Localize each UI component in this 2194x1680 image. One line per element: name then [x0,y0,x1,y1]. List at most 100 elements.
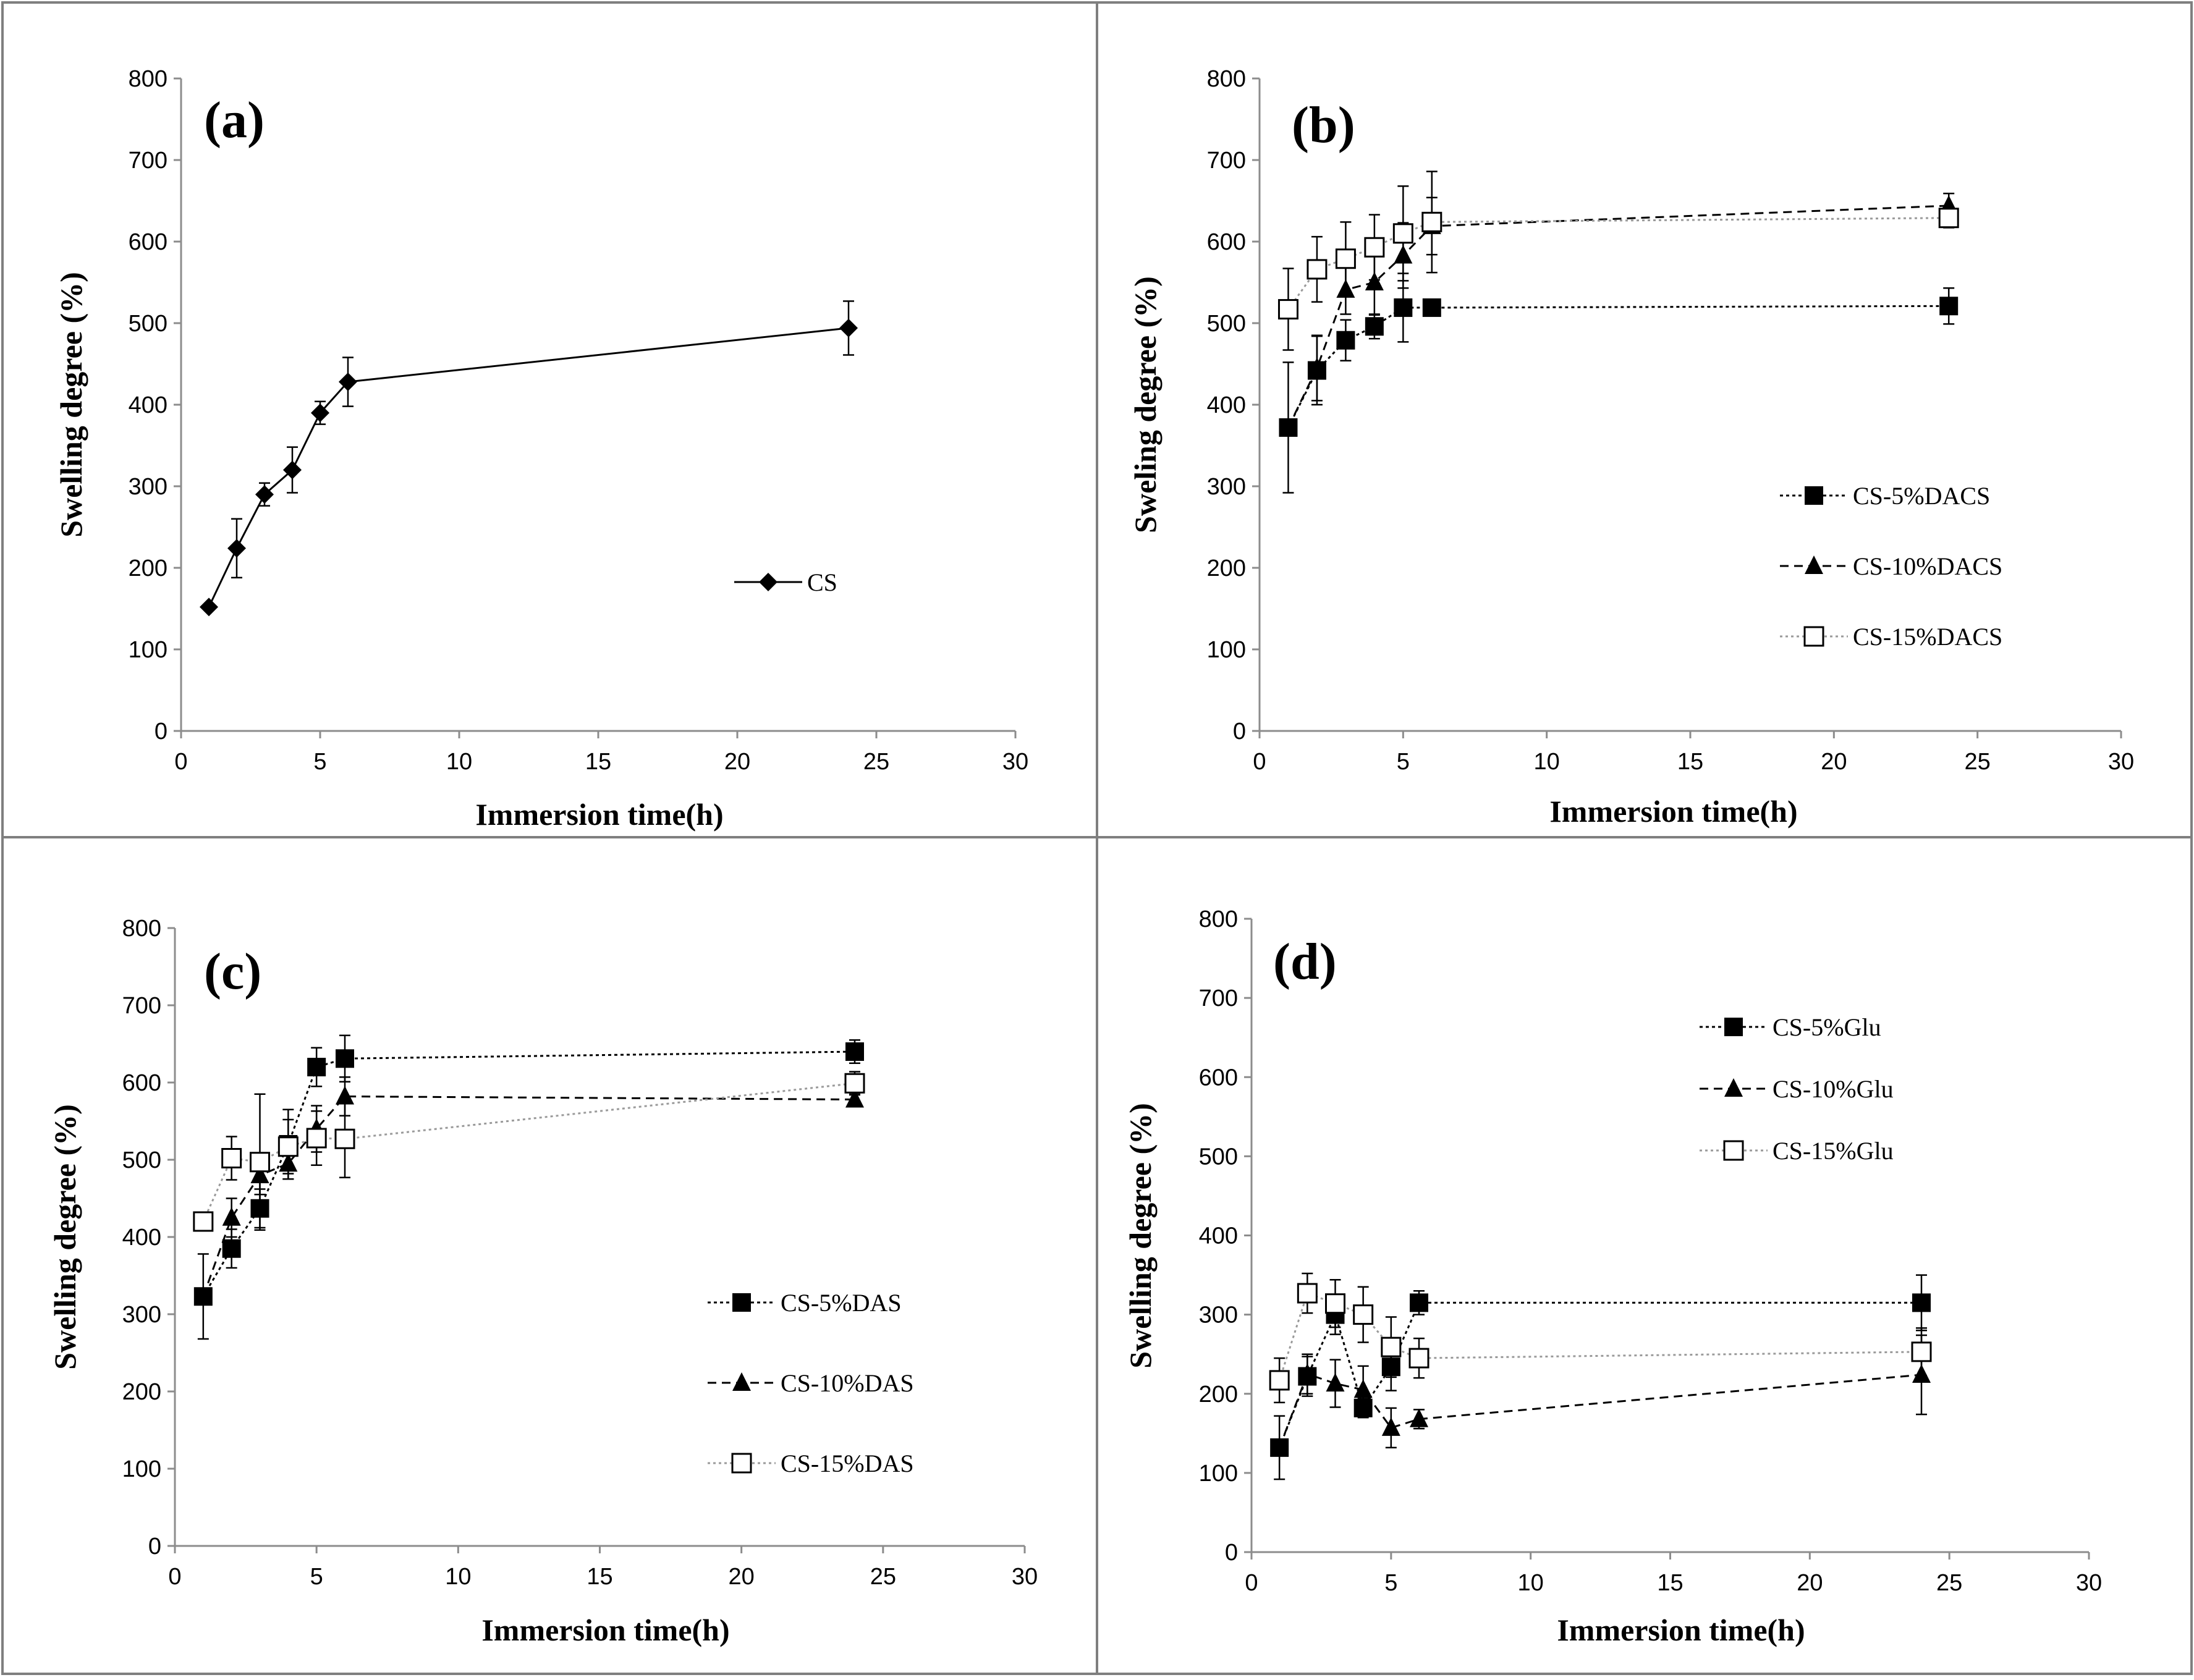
panel-a-legend: CS [734,568,837,596]
panel-c-series-2-point [221,1148,242,1168]
panel-b-y-tick-label: 0 [1233,719,1246,745]
panel-b-x-tick-label: 15 [1677,749,1703,775]
panel-a-plot-area: 0 100 200 300 400 500 600 700 800 0 5 10 15 20 25 30 [129,66,1029,775]
panel-b-series-0-point [1394,298,1413,317]
panel-b-legend-marker-1 [1805,555,1823,574]
panel-a-legend-marker-0 [759,573,777,591]
panel-c-series-2-point [193,1211,214,1232]
panel-c-legend-label-2: CS-15%DAS [781,1450,914,1477]
panel-c-y-tick-label: 800 [122,916,161,942]
panel-b-y-tick-label: 700 [1207,148,1246,174]
panel-b-y-tick-label: 100 [1207,637,1246,663]
panel-c-legend-marker-0 [732,1293,751,1312]
panel-c-legend-label-0: CS-5%DAS [781,1289,902,1317]
panel-d-y-tick-label: 400 [1199,1223,1238,1249]
panel-b-series-0-point [1336,331,1355,350]
panel-d-series-2-point [1381,1336,1402,1357]
panel-a-y-tick-label: 700 [129,148,167,174]
panel-a-y-tick-label: 600 [129,229,167,255]
panel-d-y-tick-label: 800 [1199,906,1238,932]
panel-a-x-tick-label: 0 [174,749,187,775]
panel-b-series-2-point [1277,299,1298,320]
panel-c-label: (c) [204,943,261,1000]
panel-d-series-2-point [1269,1370,1290,1391]
panel-b-series-2-point [1392,223,1413,244]
panel-d-legend-marker-1 [1724,1078,1743,1097]
panel-a-x-tick-label: 10 [446,749,472,775]
panel-a-x-tick-label: 25 [863,749,889,775]
panel-a-x-tick-label: 5 [313,749,326,775]
panel-c-y-tick-label: 200 [122,1379,161,1405]
panel-c-y-tick-label: 0 [148,1534,161,1560]
panel-a-series-0 [200,300,858,617]
panel-b-y-tick-label: 200 [1207,555,1246,581]
panel-c-y-tick-label: 500 [122,1147,161,1173]
panel-d-label: (d) [1273,933,1337,990]
panel-a-y-tick-label: 0 [155,719,167,745]
panel-d-x-tick-label: 20 [1797,1570,1823,1596]
panel-c-y-tick-label: 100 [122,1456,161,1482]
panel-d-y-tick-label: 200 [1199,1382,1238,1408]
panel-a-series-0-point [227,539,246,558]
panel-a-y-tick-label: 100 [129,637,167,663]
panel-d-series-1-point [1298,1363,1317,1382]
panel-c-y-tick-label: 400 [122,1225,161,1251]
panel-b-x-tick-label: 5 [1397,749,1410,775]
panel-d-series-1-point [1410,1408,1428,1427]
panel-a-series-0-point [283,460,302,479]
panel-b-x-tick-label: 0 [1253,749,1266,775]
panel-d-x-tick-label: 5 [1384,1570,1397,1596]
panel-b-x-tick-label: 30 [2108,749,2134,775]
panel-c-x-tick-label: 15 [587,1564,612,1590]
panel-b-x-tick-label: 20 [1821,749,1847,775]
panel-d-legend-label-2: CS-15%Glu [1773,1137,1894,1165]
panel-d-series-2-point [1325,1293,1345,1314]
panel-b-series-2-point [1335,248,1356,269]
panel-b-legend-label-2: CS-15%DACS [1853,623,2002,651]
panel-c-x-tick-label: 0 [168,1564,181,1590]
panel-c-x-tick-label: 30 [1012,1564,1038,1590]
panel-c-y-tick-label: 600 [122,1070,161,1096]
panel-a-x-tick-label: 20 [724,749,750,775]
panel-a-y-tick-label: 300 [129,474,167,500]
panel-b-series-0-point [1939,297,1959,316]
panel-d-series-1-point [1270,1437,1289,1456]
panel-b-series-2-point [1421,211,1442,232]
panel-a-y-tick-label: 400 [129,392,167,418]
panel-d-y-tick-label: 100 [1199,1461,1238,1487]
panel-b-x-tick-label: 25 [1965,749,1991,775]
panel-d-series-2-point [1408,1348,1429,1369]
panel-d-series-2-point [1353,1304,1374,1325]
panel-c-series-0-point [307,1058,326,1076]
panel-a-series-0-point [339,373,357,392]
panel-b-series-2-point [1307,259,1328,280]
panel-c-x-tick-label: 10 [445,1564,471,1590]
panel-c-y-tick-label: 300 [122,1302,161,1328]
panel-c-series-1-point [845,1089,864,1108]
panel-b-y-tick-label: 500 [1207,311,1246,337]
panel-c-x-tick-label: 25 [870,1564,896,1590]
panel-b-x-axis-title: Immersion time(h) [1549,794,1797,829]
panel-b-legend-label-1: CS-10%DACS [1853,552,2002,580]
panel-c-series-2-point [306,1128,327,1149]
panel-b-legend: CS-5%DACS CS-10%DACS CS-15%DACS [1780,482,2002,651]
panel-b-series-1-point [1365,272,1384,290]
panel-d-plot-area: 0 100 200 300 400 500 600 700 800 0 5 10 15 20 25 30 [1199,906,2103,1596]
panel-d-x-tick-label: 25 [1936,1570,1962,1596]
panel-d-y-axis-title: Swelling degree (%) [1123,1103,1158,1369]
panel-a-x-tick-label: 15 [585,749,611,775]
panel-d-series-1-point [1381,1417,1400,1436]
panel-d-series-1-point [1353,1379,1373,1398]
panel-a-y-axis-title: Swelling degree (%) [54,272,88,538]
panel-d-y-tick-label: 600 [1199,1065,1238,1091]
panel-d-legend: CS-5%Glu CS-10%Glu CS-15%Glu [1700,1013,1894,1165]
panel-d-y-tick-label: 0 [1225,1540,1238,1566]
panel-a-series-0-point [255,485,274,504]
panel-d-x-tick-label: 10 [1518,1570,1544,1596]
panel-b-series-0-point [1422,298,1441,317]
panel-a-y-tick-label: 500 [129,311,167,337]
panel-d-series-2-point [1911,1341,1932,1362]
panel-c-x-tick-label: 5 [310,1564,323,1590]
panel-c-legend: CS-5%DAS CS-10%DAS CS-15%DAS [708,1289,914,1477]
